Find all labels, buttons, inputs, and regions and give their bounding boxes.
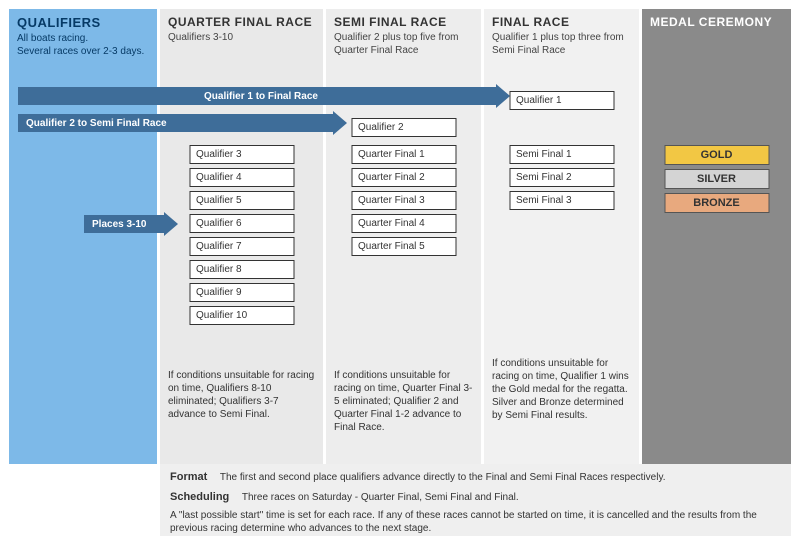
qf-title: QUARTER FINAL RACE: [160, 9, 323, 31]
arrow-places-label: Places 3-10: [92, 219, 147, 230]
final-slot: Semi Final 3: [509, 191, 614, 210]
scheduling-label: Scheduling: [170, 491, 229, 503]
sf-slot: Quarter Final 4: [351, 214, 456, 233]
arrow-qualifier1-label: Qualifier 1 to Final Race: [204, 91, 318, 102]
final-title: FINAL RACE: [484, 9, 639, 31]
sf-slot: Quarter Final 3: [351, 191, 456, 210]
qualifiers-title: QUALIFIERS: [9, 9, 157, 32]
sf-top-slot: Qualifier 2: [351, 114, 456, 141]
bottom-panel: Format The first and second place qualif…: [160, 464, 791, 536]
qf-slot: Qualifier 5: [189, 191, 294, 210]
quarter-final-column: QUARTER FINAL RACE Qualifiers 3-10 Quali…: [160, 9, 323, 464]
qf-slot: Qualifier 7: [189, 237, 294, 256]
qualifiers-column: QUALIFIERS All boats racing. Several rac…: [9, 9, 157, 464]
final-slot-stack: Semi Final 1 Semi Final 2 Semi Final 3: [509, 141, 614, 214]
final-column: FINAL RACE Qualifier 1 plus top three fr…: [484, 9, 639, 464]
qf-slot: Qualifier 3: [189, 145, 294, 164]
format-text: The first and second place qualifiers ad…: [220, 472, 666, 483]
sf-sub: Qualifier 2 plus top five from Quarter F…: [326, 31, 481, 63]
sf-slot: Quarter Final 5: [351, 237, 456, 256]
arrow-places-3-10: Places 3-10: [84, 215, 164, 233]
arrow-qualifier2-label: Qualifier 2 to Semi Final Race: [26, 118, 167, 129]
sf-qualifier2-slot: Qualifier 2: [351, 118, 456, 137]
medal-title: MEDAL CEREMONY: [642, 9, 791, 31]
format-row: Format The first and second place qualif…: [170, 470, 781, 484]
final-top-slot: Qualifier 1: [509, 87, 614, 114]
qf-slot: Qualifier 4: [189, 168, 294, 187]
scheduling-text-1: Three races on Saturday - Quarter Final,…: [242, 492, 519, 503]
scheduling-text-2: A "last possible start" time is set for …: [170, 509, 781, 535]
medal-column: MEDAL CEREMONY GOLD SILVER BRONZE: [642, 9, 791, 464]
qf-slot: Qualifier 10: [189, 306, 294, 325]
final-slot: Semi Final 1: [509, 145, 614, 164]
format-label: Format: [170, 471, 207, 483]
sf-slot-stack: Quarter Final 1 Quarter Final 2 Quarter …: [351, 141, 456, 260]
qf-slot-stack: Qualifier 3 Qualifier 4 Qualifier 5 Qual…: [189, 141, 294, 329]
qf-sub: Qualifiers 3-10: [160, 31, 323, 50]
final-sub: Qualifier 1 plus top three from Semi Fin…: [484, 31, 639, 63]
qf-slot: Qualifier 6: [189, 214, 294, 233]
arrow-qualifier2: Qualifier 2 to Semi Final Race: [18, 114, 333, 132]
semi-final-column: SEMI FINAL RACE Qualifier 2 plus top fiv…: [326, 9, 481, 464]
gold-medal: GOLD: [664, 145, 769, 165]
sf-slot: Quarter Final 1: [351, 145, 456, 164]
qf-note: If conditions unsuitable for racing on t…: [160, 369, 323, 421]
final-note: If conditions unsuitable for racing on t…: [484, 357, 639, 422]
sf-note: If conditions unsuitable for racing on t…: [326, 369, 481, 434]
qualifiers-sub: All boats racing. Several races over 2-3…: [9, 32, 157, 64]
silver-medal: SILVER: [664, 169, 769, 189]
sf-title: SEMI FINAL RACE: [326, 9, 481, 31]
medal-stack: GOLD SILVER BRONZE: [664, 141, 769, 217]
final-qualifier1-slot: Qualifier 1: [509, 91, 614, 110]
bronze-medal: BRONZE: [664, 193, 769, 213]
arrow-qualifier1: Qualifier 1 to Final Race: [18, 87, 496, 105]
qf-slot: Qualifier 9: [189, 283, 294, 302]
final-slot: Semi Final 2: [509, 168, 614, 187]
qf-slot: Qualifier 8: [189, 260, 294, 279]
sf-slot: Quarter Final 2: [351, 168, 456, 187]
scheduling-row: Scheduling Three races on Saturday - Qua…: [170, 490, 781, 504]
